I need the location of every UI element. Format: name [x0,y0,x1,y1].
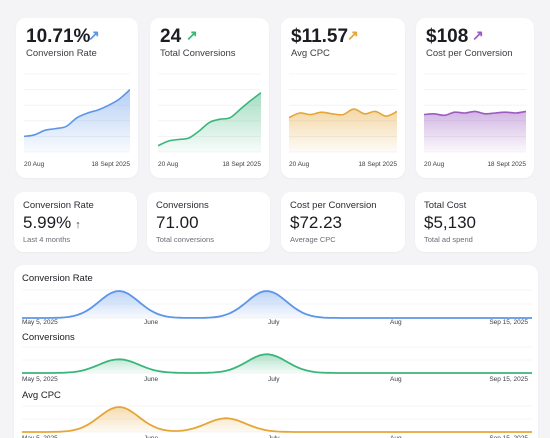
stat-label: Cost per Conversion [290,200,377,211]
axis-label-start: May 5, 2025 [22,319,58,326]
axis-label-end: Sep 15, 2025 [489,376,528,383]
kpi-value: 10.71% [26,26,91,47]
date-end: 18 Sept 2025 [358,161,397,168]
axis-label-end: Sep 15, 2025 [489,435,528,438]
stat-value: $72.23 [290,213,342,232]
date-start: 20 Aug [289,161,310,168]
kpi-label: Avg CPC [291,48,330,59]
kpi-label: Total Conversions [160,48,236,59]
timeline-chart-avg-cpc [22,405,532,433]
axis-label-start: May 5, 2025 [22,435,58,438]
stat-card-total-cost[interactable]: Total Cost $5,130 Total ad spend [415,192,537,252]
timeline-title: Avg CPC [22,390,61,401]
stat-value-text: 5.99% [23,213,72,232]
date-end: 18 Sept 2025 [487,161,526,168]
timeline-area [22,291,532,318]
timeline-area [22,354,532,373]
axis-label-june: June [144,435,158,438]
stat-subtitle: Total conversions [156,235,214,244]
stat-card-cost-per-conversion[interactable]: Cost per Conversion $72.23 Average CPC [281,192,405,252]
trend-up-icon: ↗ [186,27,198,43]
stat-value: 71.00 [156,213,199,232]
axis-label-aug: Aug [390,319,402,326]
timeline-panel: Conversion Rate May 5, 2025 June July Au… [14,265,538,438]
sparkline-line [289,108,397,119]
stat-label: Conversion Rate [23,200,94,211]
timeline-line [22,353,532,374]
trend-up-icon: ↗ [472,27,484,43]
date-start: 20 Aug [158,161,179,168]
stat-value: 5.99% ↑ [23,213,81,233]
kpi-card-total-conversions[interactable]: 24 ↗ Total Conversions 20 Aug 18 Sept 20… [150,18,269,178]
axis-label-july: July [268,376,280,383]
axis-label-june: June [144,319,159,326]
kpi-card-conversion-rate[interactable]: 10.71% ↗ Conversion Rate 20 Aug 18 Sept … [16,18,138,178]
kpi-value: $11.57 [291,26,349,47]
sparkline-line [424,110,526,117]
axis-label-aug: Aug [390,435,402,438]
kpi-card-avg-cpc[interactable]: $11.57 ↗ Avg CPC 20 Aug 18 Sept 2025 [281,18,405,178]
kpi-sparkline [289,73,397,153]
stat-card-conversions[interactable]: Conversions 71.00 Total conversions [147,192,270,252]
sparkline-area [289,109,397,152]
kpi-value: $108 [426,26,469,47]
axis-label-july: July [268,435,280,438]
kpi-sparkline [424,73,526,153]
stat-subtitle: Last 4 months [23,235,71,244]
kpi-value: 24 [160,26,182,47]
kpi-label: Conversion Rate [26,48,97,59]
stat-value: $5,130 [424,213,476,232]
date-start: 20 Aug [424,161,445,168]
axis-label-aug: Aug [390,376,402,383]
stat-subtitle: Average CPC [290,235,336,244]
timeline-line [22,406,532,433]
date-end: 18 Sept 2025 [91,161,130,168]
axis-label-june: June [144,376,159,383]
stat-label: Total Cost [424,200,467,211]
timeline-chart-conversion-rate [22,289,532,319]
date-end: 18 Sept 2025 [222,161,261,168]
trend-up-icon: ↗ [347,27,359,43]
axis-label-start: May 5, 2025 [22,376,58,383]
kpi-label: Cost per Conversion [426,48,513,59]
timeline-chart-conversions [22,346,532,374]
kpi-sparkline [24,73,130,153]
sparkline-area [158,92,261,152]
sparkline-area [424,111,526,152]
timeline-title: Conversions [22,332,75,343]
sparkline-area [24,89,130,152]
kpi-card-cost-per-conversion[interactable]: $108 ↗ Cost per Conversion 20 Aug 18 Sep… [416,18,534,178]
axis-label-end: Sep 15, 2025 [489,319,528,326]
timeline-line [22,290,532,319]
stat-subtitle: Total ad spend [424,235,473,244]
kpi-sparkline [158,73,261,153]
stat-card-conversion-rate[interactable]: Conversion Rate 5.99% ↑ Last 4 months [14,192,137,252]
stat-label: Conversions [156,200,209,211]
arrow-up-icon: ↑ [75,219,81,231]
sparkline-line [24,89,130,138]
date-start: 20 Aug [24,161,45,168]
timeline-title: Conversion Rate [22,273,93,284]
axis-label-july: July [268,319,280,326]
trend-up-icon: ↗ [88,27,100,43]
timeline-area [22,407,532,432]
sparkline-line [158,92,261,147]
